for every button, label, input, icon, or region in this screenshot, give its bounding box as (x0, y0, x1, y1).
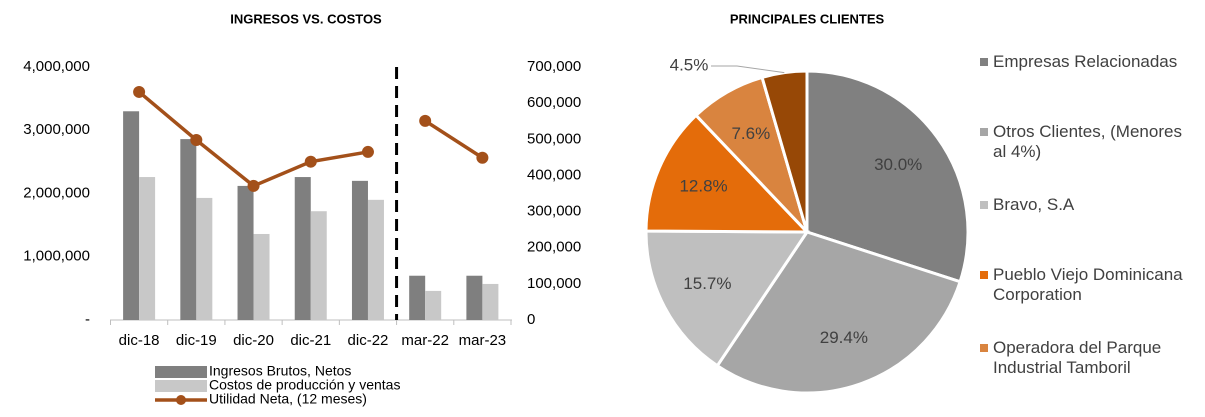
marker (133, 85, 146, 98)
x-tick-label: dic-22 (348, 332, 389, 349)
bar (367, 199, 384, 320)
x-tick-label: dic-18 (119, 332, 160, 349)
legend-label: Costos de producción y ventas (209, 377, 400, 393)
legend-swatch (980, 128, 988, 136)
bar (294, 177, 311, 320)
data-label: 7.6% (731, 124, 770, 143)
line (137, 90, 369, 188)
legend-swatch (155, 366, 207, 378)
pie-slice (805, 69, 970, 284)
data-label: 12.8% (679, 177, 727, 196)
x-tick-label: dic-21 (290, 332, 331, 349)
legend-swatch (980, 344, 988, 352)
y-tick-label: 4,000,000 (23, 58, 90, 75)
x-tick-label: mar-23 (459, 332, 507, 349)
y2-tick-label: 500,000 (527, 130, 581, 147)
y-tick-label: 2,000,000 (23, 184, 90, 201)
legend-label: Utilidad Neta, (12 meses) (209, 391, 367, 407)
bar (139, 177, 156, 320)
line (424, 119, 484, 160)
bar (425, 290, 442, 320)
legend-label: Empresas Relacionadas (993, 52, 1178, 71)
marker (304, 155, 317, 168)
bar (253, 233, 270, 320)
bar (123, 111, 140, 321)
pie-slice (644, 229, 810, 368)
y2-tick-label: 200,000 (527, 239, 581, 256)
legend-swatch (980, 201, 988, 209)
bar (180, 139, 197, 320)
legend-label: Pueblo Viejo Dominicana Corporation (993, 265, 1183, 304)
x-tick-label: dic-19 (176, 332, 217, 349)
marker (361, 145, 374, 158)
marker (476, 151, 489, 164)
marker (190, 134, 203, 147)
legend-label: Ingresos Brutos, Netos (209, 363, 351, 379)
legend-swatch (155, 380, 207, 392)
y-tick-label: 3,000,000 (23, 121, 90, 138)
x-tick-label: dic-20 (233, 332, 274, 349)
y-tick-label: 1,000,000 (23, 248, 90, 265)
bar (466, 275, 483, 320)
y2-tick-label: 700,000 (527, 58, 581, 75)
legend-swatch (980, 271, 988, 279)
pie-slice (644, 113, 811, 234)
pie-slice (760, 69, 809, 233)
legend-swatch (176, 395, 186, 405)
marker (247, 179, 260, 192)
legend-swatch (980, 58, 988, 66)
y2-tick-label: 0 (527, 311, 535, 328)
y2-tick-label: 400,000 (527, 166, 581, 183)
data-label: 29.4% (820, 328, 868, 347)
y2-tick-label: 100,000 (527, 275, 581, 292)
data-label: 15.7% (683, 274, 731, 293)
leader-line (711, 65, 785, 74)
y2-tick-label: 600,000 (527, 94, 581, 111)
legend-label: Otros Clientes, (Menores al 4%) (993, 122, 1182, 161)
chart-title: PRINCIPALES CLIENTES (730, 11, 885, 26)
bar (351, 180, 368, 320)
y2-tick-label: 300,000 (527, 203, 581, 220)
chart-title: INGRESOS VS. COSTOS (230, 11, 382, 26)
marker (419, 114, 432, 127)
bar (482, 283, 499, 320)
bar (237, 185, 254, 320)
bar (196, 197, 213, 320)
pie-slice (715, 230, 963, 395)
bar (409, 275, 426, 320)
y-tick-label: - (85, 311, 90, 328)
data-label: 30.0% (874, 155, 922, 174)
bar (310, 211, 327, 320)
data-label: 4.5% (670, 55, 709, 74)
legend-label: Operadora del Parque Industrial Tamboril (993, 338, 1162, 377)
legend-label: Bravo, S.A (993, 195, 1075, 214)
x-tick-label: mar-22 (401, 332, 449, 349)
